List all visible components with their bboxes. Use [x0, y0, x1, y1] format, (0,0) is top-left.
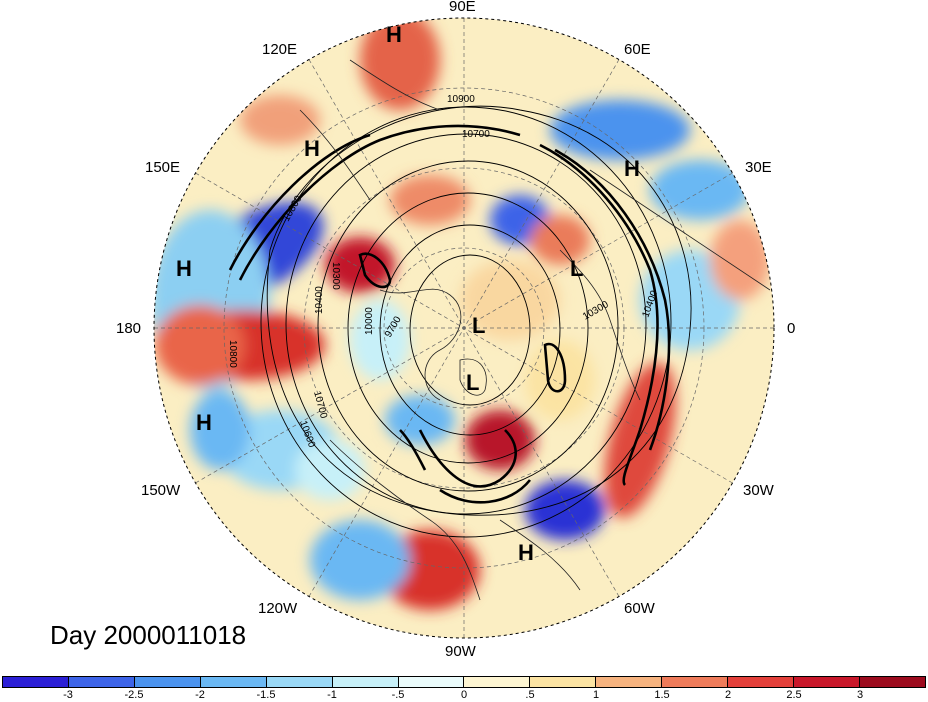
contour-label: 10800 [227, 340, 238, 368]
high-marker: H [518, 540, 534, 565]
colorbar-swatch [728, 677, 795, 687]
longitude-label-180: 180 [116, 320, 142, 337]
longitude-label-150w: 150W [141, 482, 181, 499]
longitude-label-60w: 60W [624, 600, 655, 617]
longitude-label-150e: 150E [145, 159, 181, 176]
colorbar-tick-label: 1.5 [654, 689, 670, 701]
contour-label: 10300 [330, 262, 341, 290]
anomaly-field [154, 18, 770, 610]
longitude-label-30w: 30W [743, 482, 774, 499]
contour-label: 10900 [447, 94, 475, 105]
colorbar-swatch [464, 677, 531, 687]
high-marker: H [386, 22, 402, 47]
low-marker: L [472, 313, 485, 338]
longitude-label-120e: 120E [262, 41, 298, 58]
colorbar-swatch [266, 677, 333, 687]
contour-label: 10700 [462, 129, 490, 140]
colorbar-swatch [794, 677, 860, 687]
colorbar-tick-label: -1 [327, 689, 337, 701]
day-timestamp: Day 2000011018 [50, 620, 247, 650]
colorbar-tick-label: 2 [724, 689, 732, 701]
colorbar-swatch [530, 677, 597, 687]
contour-label: 10400 [314, 286, 325, 314]
colorbar-swatch [398, 677, 465, 687]
colorbar-swatch [134, 677, 201, 687]
high-marker: H [304, 136, 320, 161]
colorbar-swatch [332, 677, 399, 687]
longitude-label-90w: 90W [445, 643, 476, 660]
pressure-markers: H H H H H H L L L [176, 22, 640, 565]
high-marker: H [624, 156, 640, 181]
high-marker: H [196, 410, 212, 435]
colorbar-tick-label: -2.5 [124, 689, 144, 701]
colorbar-swatch [662, 677, 729, 687]
longitude-label-90e: 90E [449, 0, 476, 15]
colorbar-swatch [596, 677, 663, 687]
low-marker: L [570, 256, 583, 281]
colorbar-tick-label: 2.5 [786, 689, 802, 701]
colorbar-swatch [859, 677, 925, 687]
colorbar-swatch [3, 677, 69, 687]
colorbar [2, 676, 926, 688]
colorbar-tick-label: 0 [460, 689, 468, 701]
colorbar-tick-label: .5 [525, 689, 535, 701]
longitude-label-0: 0 [787, 320, 796, 337]
colorbar-tick-label: -2 [195, 689, 205, 701]
map-boundary [153, 17, 775, 639]
colorbar-tick-label: -.5 [391, 689, 405, 701]
colorbar-tick-label: 3 [856, 689, 864, 701]
polar-map: 10900 10700 10800 10300 10400 10000 9700… [153, 17, 775, 639]
longitude-label-30e: 30E [745, 159, 772, 176]
colorbar-tick-label: -3 [63, 689, 73, 701]
contour-label: 10000 [364, 307, 375, 335]
longitude-label-120w: 120W [258, 600, 298, 617]
high-marker: H [176, 256, 192, 281]
height-contours [260, 105, 692, 538]
colorbar-tick-label: 1 [592, 689, 600, 701]
coastlines [299, 59, 771, 601]
graticule [154, 18, 774, 638]
colorbar-tick-label: -1.5 [256, 689, 276, 701]
colorbar-swatch [68, 677, 135, 687]
jet-contours [228, 124, 671, 504]
low-marker: L [466, 370, 479, 395]
longitude-label-60e: 60E [624, 41, 651, 58]
colorbar-swatch [200, 677, 267, 687]
